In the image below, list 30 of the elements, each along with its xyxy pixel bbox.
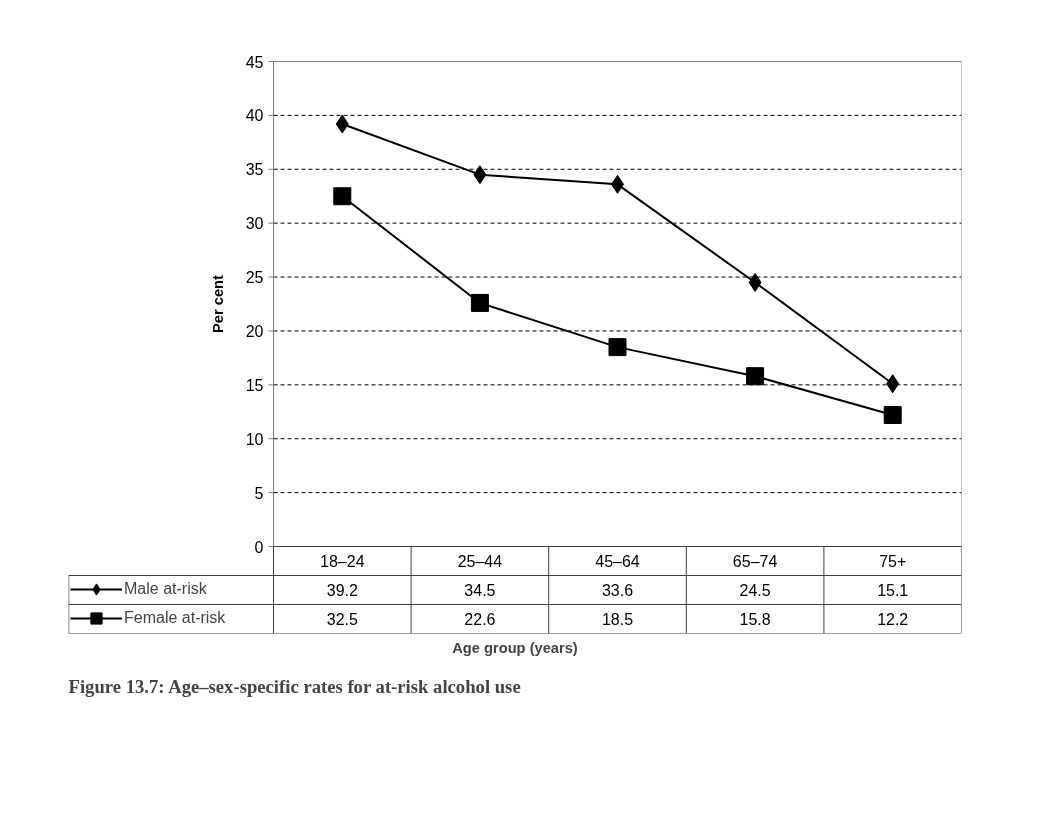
y-tick-label: 30 (245, 215, 264, 233)
y-tick-label: 35 (245, 161, 264, 179)
y-axis-title: Per cent (209, 274, 226, 333)
data-label: 18.5 (601, 611, 634, 628)
x-tick-label: 65–74 (732, 552, 778, 570)
y-tick-label: 20 (245, 322, 264, 340)
y-tick-label: 0 (254, 538, 264, 556)
x-tick-label: 18–24 (320, 552, 365, 570)
y-tick-label: 40 (245, 107, 264, 125)
data-label: 22.6 (464, 611, 496, 628)
y-tick-label: 45 (245, 53, 264, 71)
data-label: 39.2 (326, 582, 358, 599)
y-tick-label: 25 (245, 269, 264, 287)
legend-label: Male at-risk (124, 579, 207, 599)
data-label: 33.6 (601, 582, 634, 599)
data-label: 15.1 (877, 582, 909, 599)
data-label: 32.5 (326, 611, 358, 628)
y-tick-label: 5 (254, 484, 264, 502)
x-tick-label: 25–44 (457, 552, 503, 570)
data-label: 15.8 (739, 611, 771, 628)
x-tick-label: 45–64 (595, 552, 640, 570)
data-label: 24.5 (739, 582, 771, 599)
text: Figure 13.7: Age–sex-specific rates for at-risk alcohol use (68, 675, 521, 697)
legend-label: Female at-risk (124, 608, 226, 628)
data-label: 12.2 (877, 611, 909, 628)
y-tick-label: 15 (245, 376, 264, 394)
y-tick-label: 10 (245, 430, 264, 448)
x-tick-label: 75+ (879, 553, 907, 570)
data-label: 34.5 (464, 582, 496, 599)
x-axis-title: Age group (years) (452, 639, 578, 656)
